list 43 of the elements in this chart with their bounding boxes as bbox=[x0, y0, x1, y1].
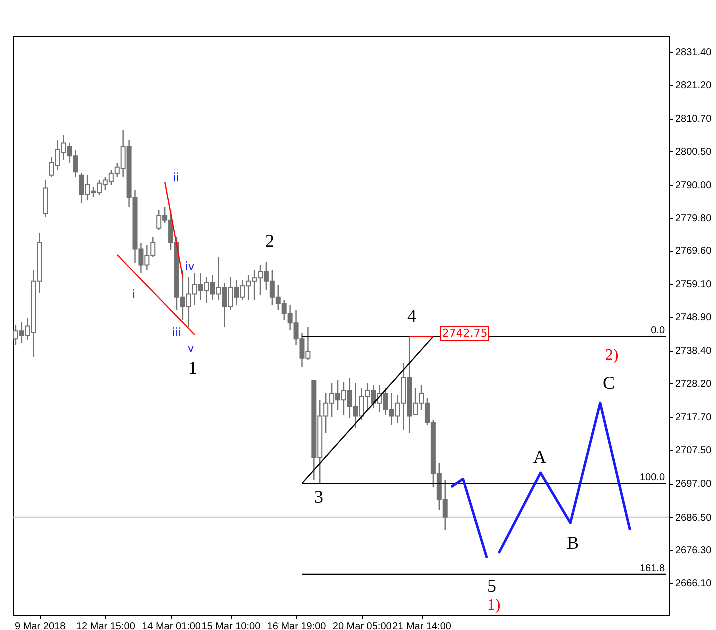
annotation: 1) bbox=[487, 597, 501, 614]
annotation: B bbox=[566, 533, 580, 553]
y-tick-label: 2748.90 bbox=[676, 312, 712, 324]
x-tick-label: 16 Mar 19:00 bbox=[267, 622, 327, 630]
annotation: 1 bbox=[188, 358, 198, 378]
y-tick-label: 2676.30 bbox=[676, 546, 712, 557]
annotation: iv bbox=[185, 260, 196, 273]
y-tick-label: 2769.60 bbox=[676, 246, 712, 258]
y-tick-label: 2831.40 bbox=[676, 48, 712, 59]
annotation: i bbox=[132, 288, 136, 301]
y-tick-label: 2779.80 bbox=[676, 213, 712, 224]
y-tick-label: 2759.10 bbox=[676, 280, 712, 291]
annotation: C bbox=[602, 373, 616, 393]
annotation: ii bbox=[172, 171, 180, 184]
x-tick-label: 9 Mar 2018 bbox=[15, 622, 66, 630]
series-label: 0.0 bbox=[651, 326, 666, 337]
annotation: 2 bbox=[266, 231, 274, 251]
annotation: 3 bbox=[314, 487, 324, 507]
annotation: A bbox=[534, 447, 546, 467]
x-tick-label: 14 Mar 01:00 bbox=[142, 622, 202, 630]
y-tick-label: 2686.50 bbox=[676, 512, 712, 524]
annotation: 2742.75 bbox=[442, 327, 488, 340]
x-tick-label: 15 Mar 10:00 bbox=[202, 622, 262, 630]
y-tick-label: 2707.50 bbox=[676, 445, 712, 456]
x-tick-label: 21 Mar 14:00 bbox=[392, 622, 452, 630]
series-label: 161.8 bbox=[640, 564, 666, 575]
y-tick-label: 2800.50 bbox=[676, 146, 712, 158]
x-tick-label: 20 Mar 05:00 bbox=[332, 622, 392, 630]
y-tick-label: 2810.70 bbox=[676, 114, 712, 126]
y-tick-label: 2790.00 bbox=[676, 180, 712, 192]
y-tick-label: 2728.20 bbox=[676, 378, 712, 390]
y-tick-label: 2738.40 bbox=[676, 346, 712, 358]
legend-label: 100.0 bbox=[640, 472, 666, 484]
annotation: 2) bbox=[605, 347, 619, 364]
annotation: 4 bbox=[408, 306, 416, 326]
annotation: v bbox=[188, 342, 195, 355]
y-tick-label: 2697.00 bbox=[676, 479, 712, 490]
y-tick-label: 2666.10 bbox=[676, 578, 712, 590]
annotation: 5 bbox=[488, 576, 496, 596]
x-tick-label: 12 Mar 15:00 bbox=[76, 622, 136, 630]
annotation: iii bbox=[172, 326, 182, 339]
y-tick-label: 2717.70 bbox=[676, 412, 712, 424]
y-tick-label: 2821.20 bbox=[676, 80, 712, 92]
